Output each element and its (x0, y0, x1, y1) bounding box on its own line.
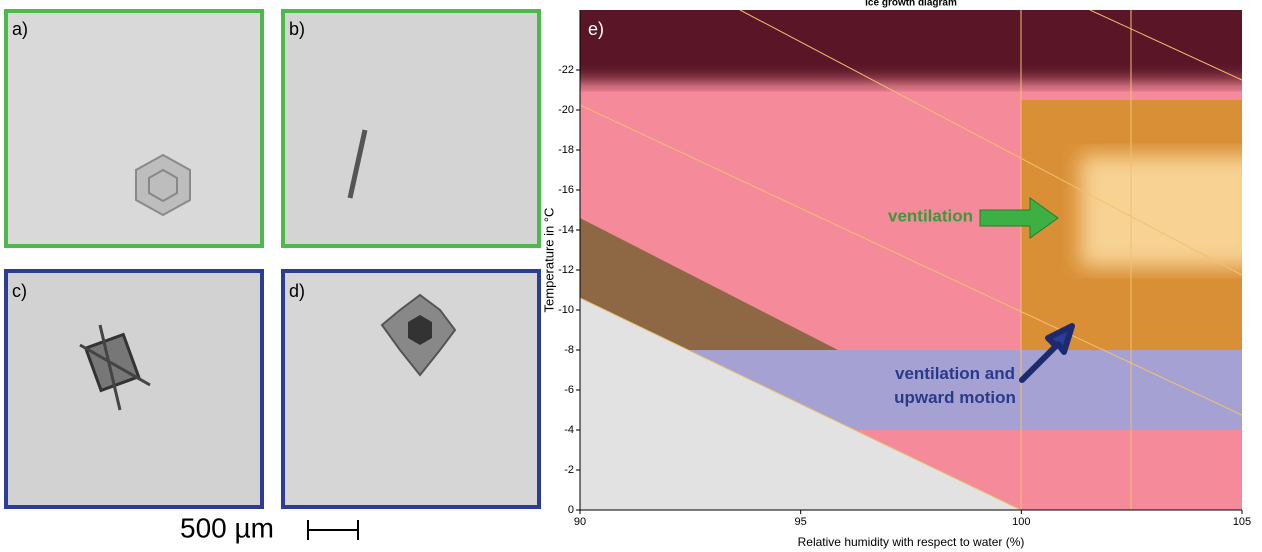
x-tick-label: 100 (1012, 516, 1030, 528)
x-tick-label: 90 (574, 516, 586, 528)
y-tick-label: -18 (558, 144, 574, 156)
scale-label: 500 µm (180, 512, 274, 543)
panel-label: e) (588, 19, 604, 39)
panel-label: c) (12, 281, 27, 301)
y-tick-label: -4 (564, 424, 574, 436)
chart: 500 µm a) b) c) d) ventilation ventilati… (0, 0, 1262, 552)
panel-label: b) (289, 19, 305, 39)
photo-panel (283, 11, 539, 246)
x-tick-label: 95 (795, 516, 807, 528)
y-tick-label: -12 (558, 264, 574, 276)
chart-title: Ice growth diagram (865, 0, 957, 9)
x-axis-label: Relative humidity with respect to water … (798, 535, 1025, 549)
y-axis-label: Temperature in °C (541, 208, 556, 313)
y-tick-label: -6 (564, 384, 574, 396)
annotation-box: ventilation and upward motion (870, 362, 1040, 422)
panel-label: d) (289, 281, 305, 301)
region (1080, 155, 1260, 267)
photo-panel (6, 271, 262, 507)
panel-label: a) (12, 19, 28, 39)
y-tick-label: -14 (558, 224, 574, 236)
y-tick-label: 0 (568, 504, 574, 516)
y-tick-label: -2 (564, 464, 574, 476)
region (560, 0, 1260, 82)
y-tick-label: -10 (558, 304, 574, 316)
regions (560, 0, 1260, 510)
x-tick-label: 105 (1233, 516, 1251, 528)
figure: 500 µm a) b) c) d) ventilation ventilati… (0, 0, 1262, 552)
photo-panel (6, 11, 262, 246)
y-tick-label: -20 (558, 104, 574, 116)
annotation: ventilation and upward motion (870, 362, 1040, 410)
annotation: ventilation (888, 206, 973, 225)
y-tick-label: -8 (564, 344, 574, 356)
y-tick-label: -16 (558, 184, 574, 196)
y-tick-label: -22 (558, 64, 574, 76)
